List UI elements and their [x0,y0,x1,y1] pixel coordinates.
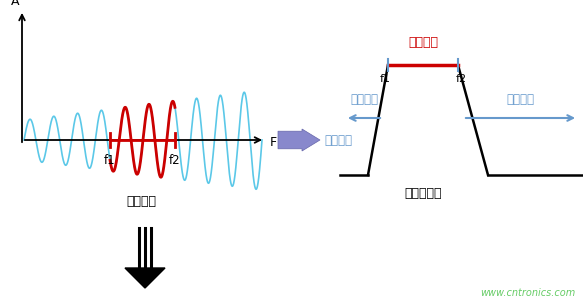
Text: f1: f1 [104,154,116,167]
Text: 抑制频段: 抑制频段 [324,133,352,147]
Text: F: F [270,136,277,148]
Text: 抑制频段: 抑制频段 [507,93,535,106]
Text: f2: f2 [169,154,181,167]
Text: A: A [10,0,19,8]
Text: 抑制频段: 抑制频段 [350,93,378,106]
Text: f2: f2 [455,74,466,84]
Polygon shape [125,268,165,288]
Polygon shape [278,129,320,151]
Text: 滤波器响应: 滤波器响应 [404,187,442,200]
Text: 工作频段: 工作频段 [408,36,438,49]
Text: f1: f1 [380,74,391,84]
Text: www.cntronics.com: www.cntronics.com [480,288,575,298]
Text: 原始信号: 原始信号 [126,195,156,208]
